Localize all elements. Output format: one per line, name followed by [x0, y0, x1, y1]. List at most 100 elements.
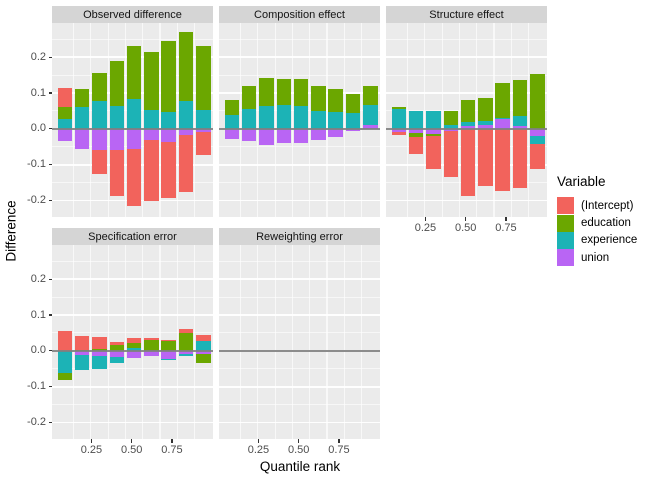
bar-segment — [178, 350, 194, 355]
bar-segment — [391, 131, 407, 136]
gridline-vertical — [343, 23, 346, 217]
bar-segment — [495, 118, 510, 129]
gridline-vertical — [458, 23, 461, 217]
bar-segment — [74, 355, 90, 370]
gridline-vertical — [72, 245, 75, 439]
legend-title: Variable — [557, 174, 606, 189]
bar-segment — [443, 110, 459, 125]
gridline-vertical — [274, 245, 276, 439]
bar-segment — [92, 336, 107, 350]
bar-segment — [276, 79, 292, 105]
bar-segment — [426, 136, 441, 170]
bar-segment — [126, 98, 142, 129]
y-tick-label: -0.2 — [27, 416, 46, 429]
bar-segment — [363, 86, 378, 105]
bar-segment — [57, 107, 73, 119]
gridline-vertical — [239, 245, 242, 439]
gridline-minor — [219, 260, 380, 262]
bar-segment — [196, 128, 211, 132]
bar-segment — [512, 79, 528, 116]
bar-segment — [293, 79, 309, 106]
gridline-vertical — [90, 245, 92, 439]
bar-segment — [224, 115, 240, 129]
zero-line — [52, 349, 213, 353]
x-tick-label: 0.50 — [454, 222, 477, 234]
bar-segment — [345, 94, 361, 113]
bar-segment — [426, 110, 441, 129]
bar-segment — [328, 89, 343, 112]
bar-segment — [363, 104, 378, 126]
y-tick-label: 0.0 — [30, 344, 46, 357]
bar-segment — [196, 131, 211, 155]
bar-segment — [460, 125, 476, 129]
gridline-minor — [219, 404, 380, 406]
bar-segment — [460, 122, 476, 126]
gridline-minor — [52, 260, 213, 262]
gridline-minor — [52, 332, 213, 334]
bar-segment — [495, 128, 510, 192]
gridline-minor — [52, 368, 213, 370]
y-tick-mark — [48, 386, 52, 388]
facet-strip-specification-error: Specification error — [52, 228, 213, 245]
gridline-vertical — [326, 23, 328, 217]
bar-segment — [311, 128, 326, 141]
bar-segment — [161, 339, 176, 342]
gridline-vertical — [176, 23, 179, 217]
zero-line — [219, 349, 380, 353]
bar-segment — [311, 110, 326, 129]
bar-segment — [241, 85, 257, 110]
x-tick-mark — [257, 439, 260, 443]
gridline-vertical — [360, 23, 363, 217]
gridline-major — [219, 164, 380, 166]
bar-segment — [126, 46, 142, 99]
gridline-vertical — [510, 23, 513, 217]
facet-title: Structure effect — [429, 8, 504, 21]
y-tick-label: 0.1 — [30, 308, 46, 321]
bar-segment — [328, 128, 343, 137]
bar-segment — [57, 128, 73, 141]
bar-segment — [276, 128, 292, 143]
facet-panel-observed-difference — [52, 23, 213, 217]
bar-segment — [92, 128, 107, 151]
gridline-minor — [52, 38, 213, 40]
facet-title: Specification error — [88, 230, 177, 243]
gridline-minor — [219, 182, 380, 184]
y-tick-mark — [48, 92, 52, 94]
gridline-minor — [219, 146, 380, 148]
x-tick-label: 0.75 — [328, 444, 350, 456]
bar-segment — [109, 149, 125, 196]
bar-segment — [92, 150, 107, 175]
x-tick-mark — [505, 217, 507, 221]
zero-line — [52, 127, 213, 131]
gridline-vertical — [493, 23, 495, 217]
legend-key-swatch — [557, 231, 574, 249]
bar-segment — [144, 350, 159, 356]
facet-title: Composition effect — [254, 8, 345, 21]
legend-key-swatch — [557, 197, 574, 215]
zero-line — [386, 127, 547, 131]
bar-segment — [443, 130, 459, 177]
bar-segment — [109, 105, 125, 129]
bar-segment — [57, 331, 73, 351]
legend-item: experience — [557, 231, 637, 249]
legend: Variable (Intercept) education experience u… — [557, 174, 637, 267]
bar-segment — [259, 77, 274, 106]
gridline-minor — [52, 296, 213, 298]
y-tick-mark — [48, 200, 52, 202]
x-axis-title: Quantile rank — [259, 459, 341, 474]
gridline-vertical — [142, 245, 144, 439]
bar-segment — [57, 118, 73, 129]
x-tick-label: 0.75 — [161, 444, 183, 456]
y-tick-label: 0.1 — [30, 86, 46, 99]
y-tick-mark — [48, 314, 52, 316]
bar-segment — [345, 112, 361, 129]
gridline-vertical — [424, 23, 426, 217]
bar-segment — [530, 73, 545, 129]
bar-segment — [363, 125, 378, 129]
bar-segment — [57, 350, 73, 374]
x-tick-label: 0.75 — [495, 222, 517, 234]
gridline-major — [52, 314, 213, 316]
bar-segment — [109, 350, 125, 357]
bar-segment — [161, 128, 176, 142]
bar-segment — [293, 128, 309, 143]
